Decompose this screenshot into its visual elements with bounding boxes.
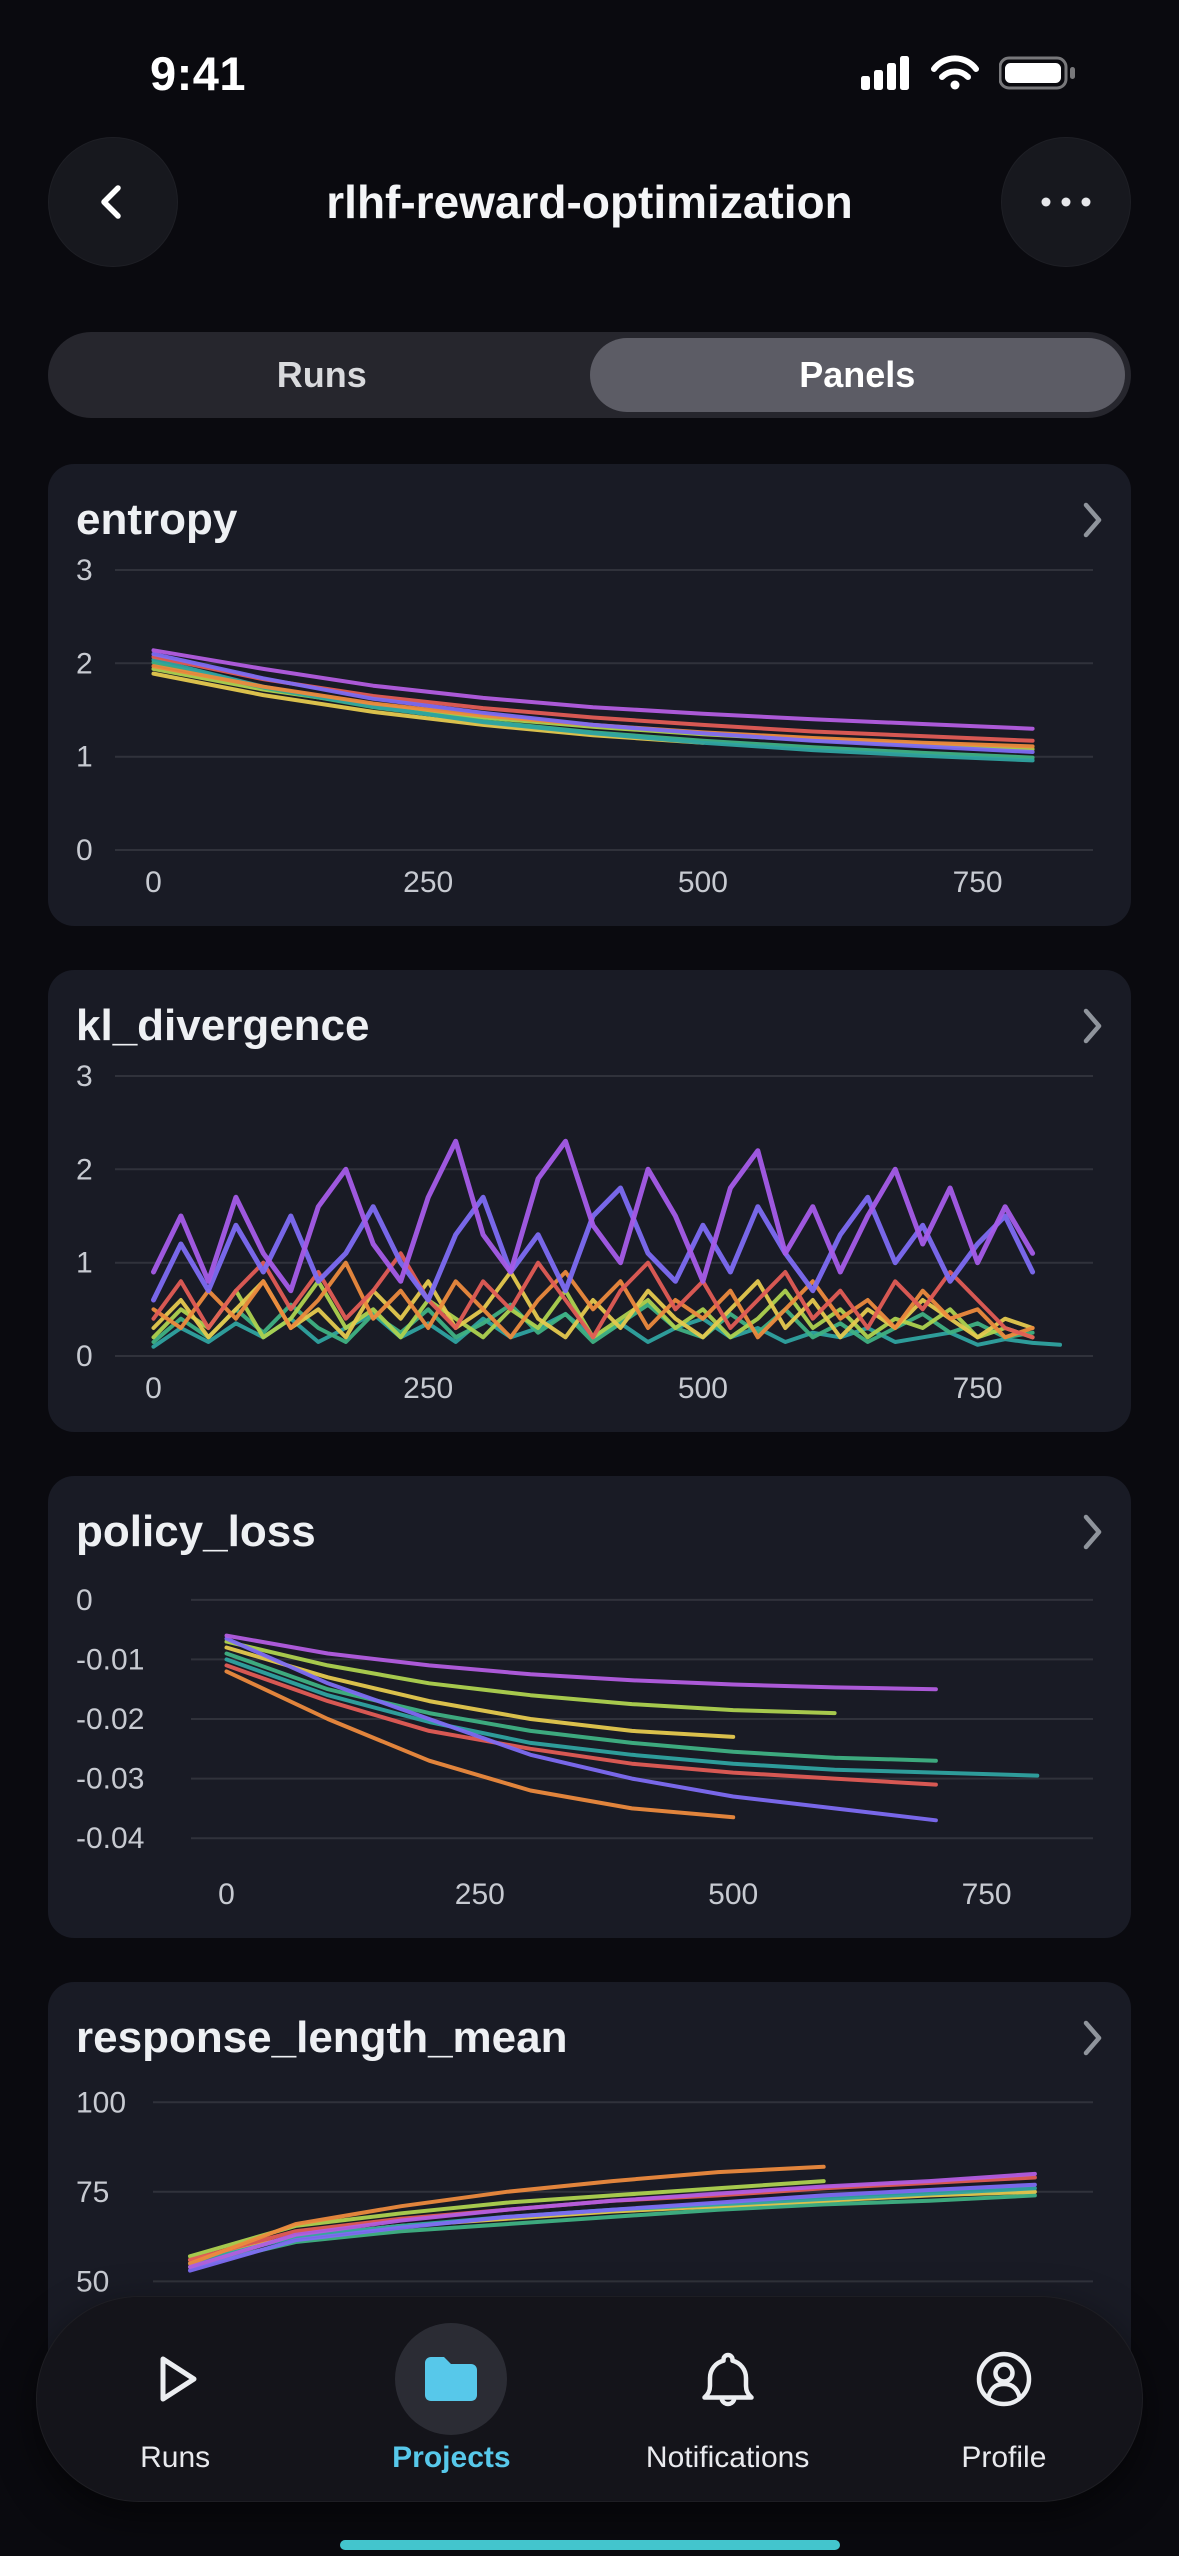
response-length-mean-chart: 100 75 50 [76, 2076, 1103, 2356]
status-time: 9:41 [150, 46, 247, 100]
chevron-right-icon[interactable] [1083, 2019, 1103, 2057]
svg-text:1: 1 [76, 741, 93, 774]
panel-card-entropy[interactable]: entropy 3 2 1 0 0 250 500 750 [48, 464, 1131, 926]
svg-text:250: 250 [403, 1372, 453, 1404]
svg-text:0: 0 [76, 1340, 93, 1373]
svg-text:3: 3 [76, 558, 93, 587]
panel-title: policy_loss [76, 1507, 316, 1556]
segment-runs[interactable]: Runs [276, 354, 367, 395]
svg-text:0: 0 [145, 866, 162, 898]
svg-text:-0.01: -0.01 [76, 1643, 144, 1676]
svg-text:500: 500 [678, 866, 728, 898]
segment-panels[interactable]: Panels [589, 338, 1125, 412]
policy-loss-chart: 0 -0.01 -0.02 -0.03 -0.04 0 250 500 750 [76, 1570, 1103, 1910]
header: rlhf-reward-optimization [48, 136, 1131, 268]
bottom-tab-bar: Runs Projects Notifications Profile [36, 2296, 1143, 2502]
panel-card-header: kl_divergence [76, 996, 1103, 1056]
chevron-right-icon[interactable] [1083, 1513, 1103, 1551]
panel-card-header: response_length_mean [76, 2008, 1103, 2068]
status-icons [861, 54, 1079, 92]
svg-text:0: 0 [76, 1584, 93, 1617]
entropy-chart: 3 2 1 0 0 250 500 750 [76, 558, 1103, 898]
svg-text:1: 1 [76, 1247, 93, 1280]
chevron-right-icon[interactable] [1083, 1007, 1103, 1045]
folder-icon [425, 2357, 478, 2401]
tab-label: Projects [392, 2441, 511, 2474]
back-button[interactable] [48, 137, 178, 267]
panel-title: kl_divergence [76, 1001, 370, 1050]
tab-profile[interactable]: Profile [919, 2323, 1089, 2475]
svg-text:100: 100 [76, 2086, 126, 2119]
svg-text:-0.02: -0.02 [76, 1703, 144, 1736]
tab-runs[interactable]: Runs [90, 2323, 260, 2475]
svg-text:50: 50 [76, 2265, 109, 2298]
svg-text:0: 0 [218, 1878, 235, 1910]
cellular-signal-icon [861, 56, 909, 90]
tab-label: Notifications [645, 2441, 810, 2474]
tab-notifications[interactable]: Notifications [643, 2323, 813, 2475]
runs-panels-segmented-control: Runs Panels [48, 332, 1131, 418]
svg-text:0: 0 [76, 834, 93, 867]
wifi-icon [931, 55, 979, 90]
svg-text:750: 750 [953, 866, 1003, 898]
tab-icon-wrap [395, 2323, 508, 2435]
svg-text:250: 250 [455, 1878, 505, 1910]
chevron-right-icon[interactable] [1083, 501, 1103, 539]
svg-text:2: 2 [76, 647, 93, 680]
battery-icon [999, 56, 1075, 90]
panel-card-header: entropy [76, 490, 1103, 550]
kl-divergence-chart: 3 2 1 0 0 250 500 750 [76, 1064, 1103, 1404]
tab-icon-wrap [119, 2323, 231, 2435]
bell-icon [701, 2352, 754, 2407]
tab-label: Profile [961, 2441, 1047, 2474]
svg-text:750: 750 [962, 1878, 1012, 1910]
svg-text:250: 250 [403, 866, 453, 898]
ellipsis-icon [1041, 197, 1091, 207]
more-options-button[interactable] [1001, 137, 1131, 267]
panel-title: entropy [76, 495, 238, 544]
page-title: rlhf-reward-optimization [326, 176, 853, 228]
tab-label: Runs [140, 2441, 211, 2474]
svg-text:500: 500 [708, 1878, 758, 1910]
panel-card-policy-loss[interactable]: policy_loss 0 -0.01 -0.02 -0.03 -0.04 0 250 500… [48, 1476, 1131, 1938]
svg-text:-0.04: -0.04 [76, 1822, 144, 1855]
tab-projects[interactable]: Projects [366, 2323, 536, 2475]
person-icon [976, 2351, 1032, 2407]
panel-card-header: policy_loss [76, 1502, 1103, 1562]
svg-text:750: 750 [953, 1372, 1003, 1404]
panel-title: response_length_mean [76, 2013, 568, 2062]
home-indicator[interactable] [339, 2540, 840, 2550]
svg-text:75: 75 [76, 2176, 109, 2209]
svg-text:0: 0 [145, 1372, 162, 1404]
tab-icon-wrap [948, 2323, 1060, 2435]
svg-text:500: 500 [678, 1372, 728, 1404]
svg-text:-0.03: -0.03 [76, 1763, 144, 1796]
svg-text:2: 2 [76, 1153, 93, 1186]
tab-icon-wrap [672, 2323, 784, 2435]
chevron-left-icon [101, 185, 121, 219]
svg-text:3: 3 [76, 1064, 93, 1093]
play-icon [160, 2356, 197, 2402]
panel-card-kl-divergence[interactable]: kl_divergence 3 2 1 0 0 250 500 750 [48, 970, 1131, 1432]
status-bar: 9:41 [0, 0, 1179, 120]
